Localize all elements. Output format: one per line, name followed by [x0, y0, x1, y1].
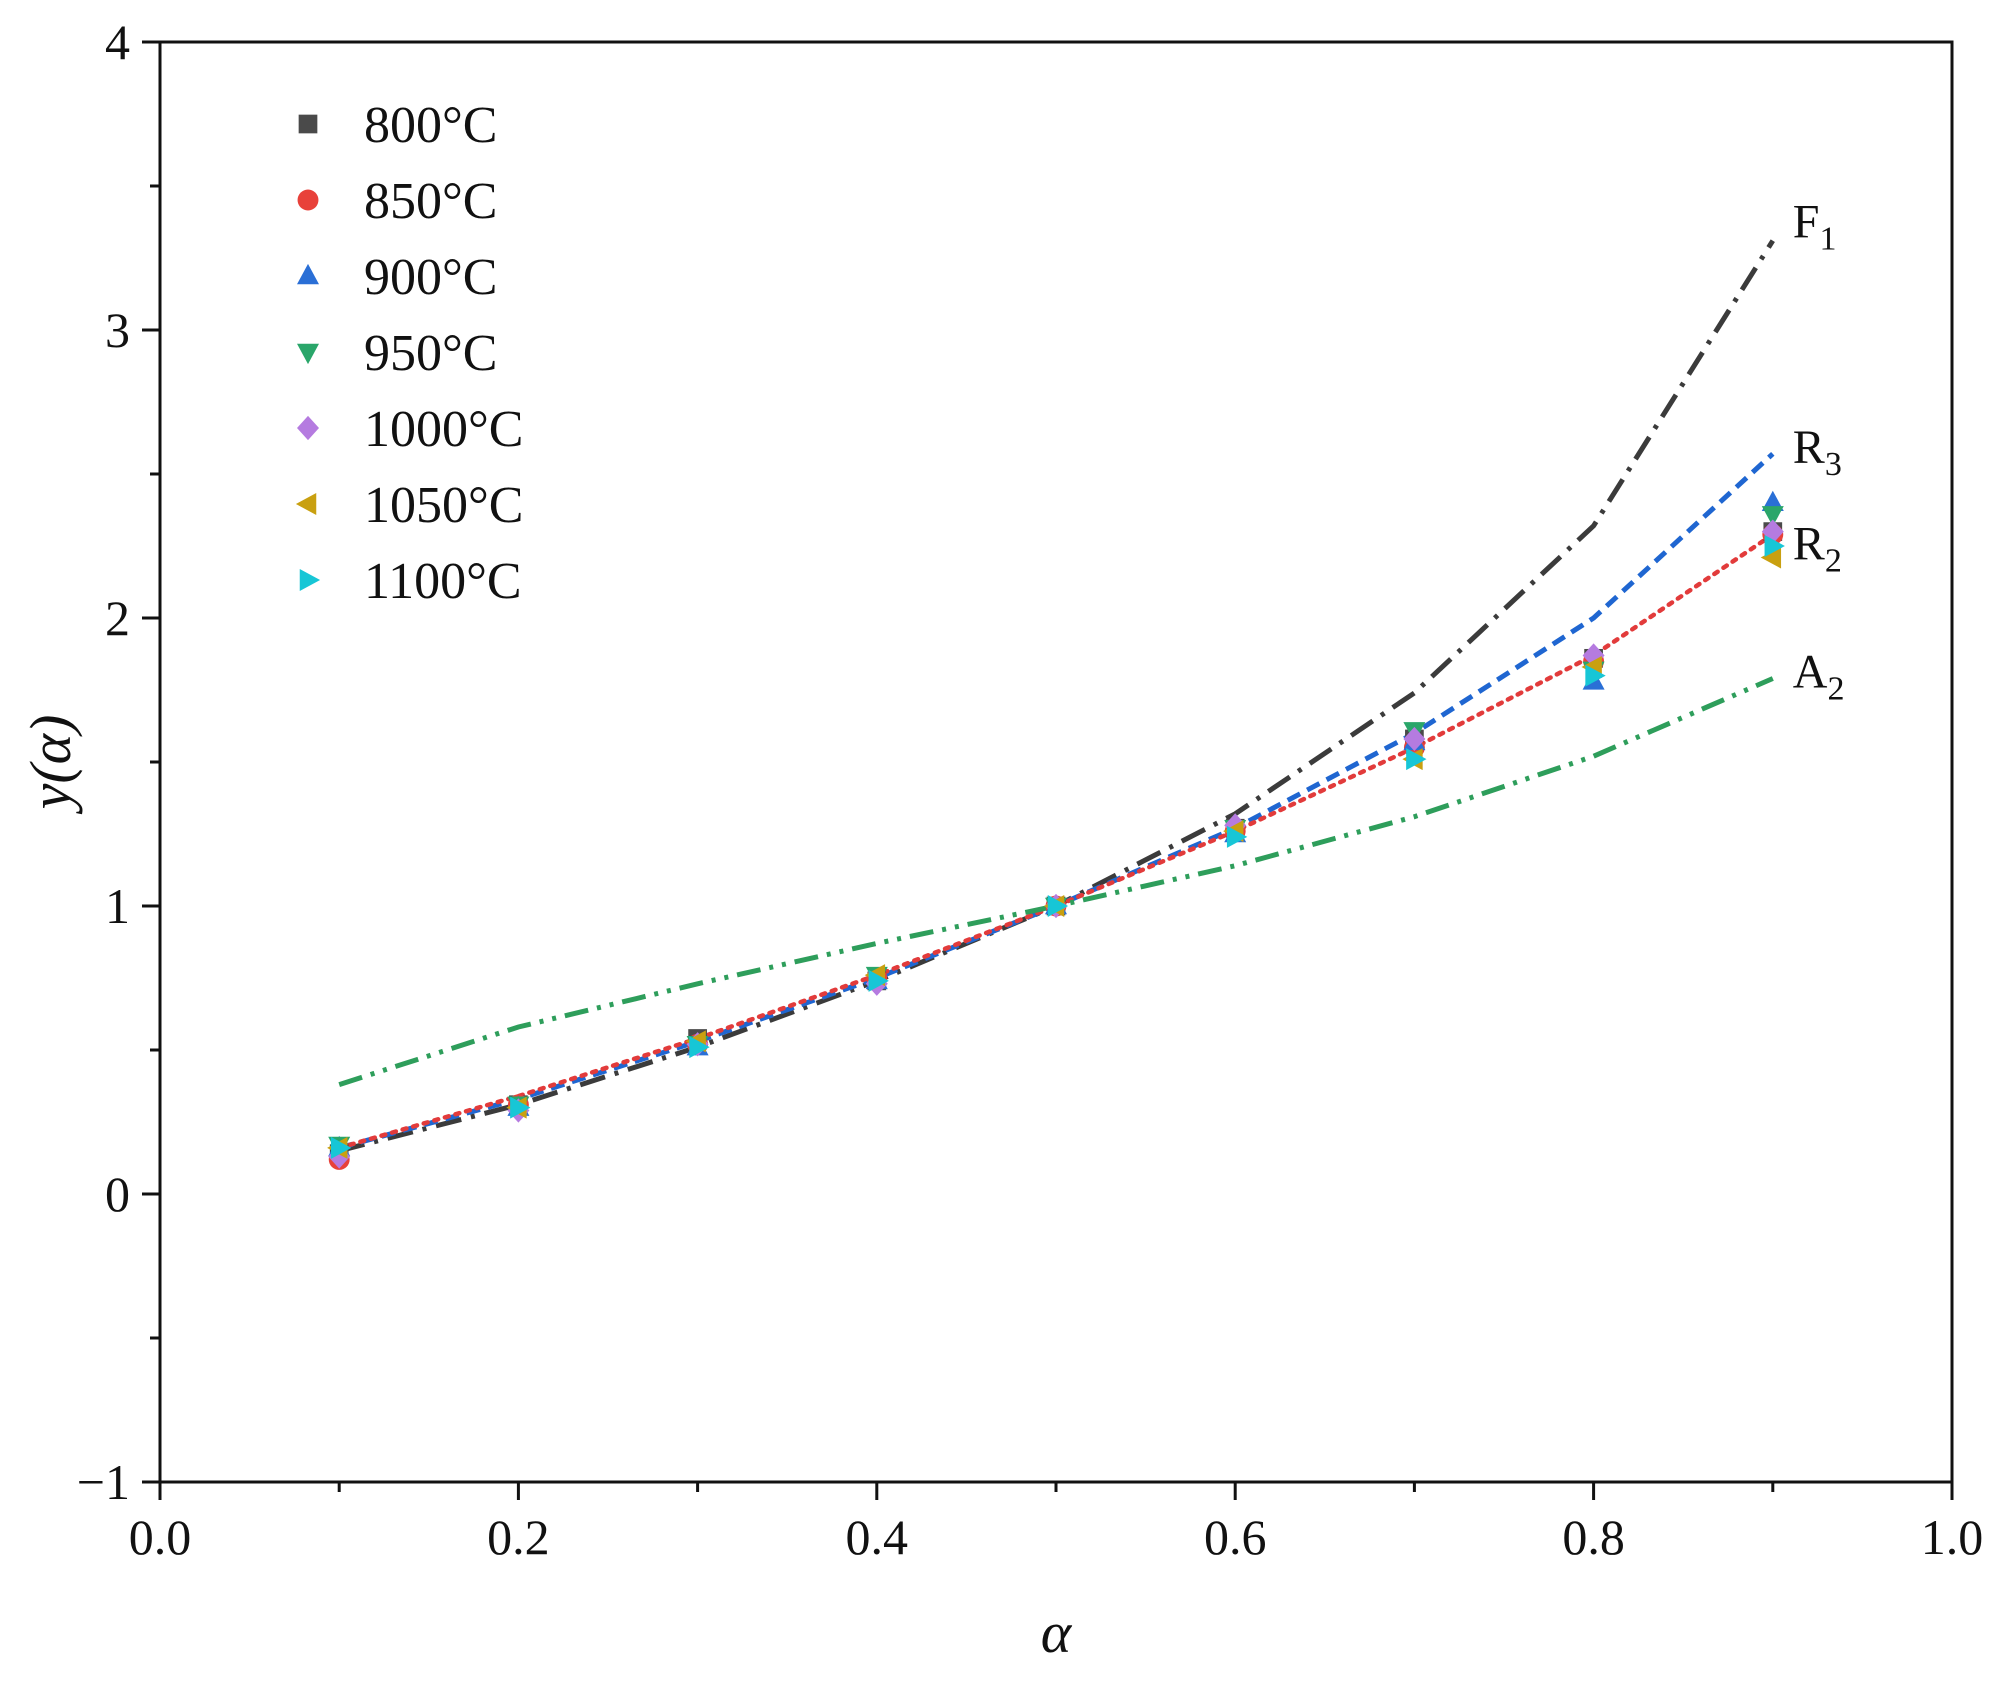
data-point: [1406, 748, 1427, 771]
y-tick-label: 3: [105, 302, 130, 358]
legend-marker-1050°C: [295, 493, 317, 515]
data-point: [1585, 664, 1606, 687]
x-tick-label: 0.6: [1204, 1509, 1267, 1565]
legend-marker-1100°C: [299, 569, 321, 591]
data-point: [1226, 825, 1248, 848]
legend: 800°C 850°C 900°C 950°C 1000°C 1050°C 1100°C: [295, 97, 523, 610]
legend-label-1000°C: 1000°C: [364, 401, 523, 458]
data-point: [1761, 490, 1784, 512]
data-point: [1047, 895, 1069, 917]
legend-marker-950°C: [297, 343, 319, 365]
legend-label-1100°C: 1100°C: [364, 553, 522, 610]
data-point: [1760, 546, 1782, 569]
curve-label-a2: A2: [1793, 645, 1845, 707]
x-tick-label: 0.2: [487, 1509, 550, 1565]
data-point: [1764, 535, 1785, 557]
legend-label-900°C: 900°C: [364, 249, 497, 306]
curve-label-r3: R3: [1793, 421, 1842, 483]
y-tick-label: 2: [105, 590, 130, 646]
legend-label-800°C: 800°C: [364, 97, 497, 154]
curve-label-r2: R2: [1793, 517, 1842, 579]
legend-label-850°C: 850°C: [364, 173, 497, 230]
data-point: [1761, 519, 1784, 544]
legend-marker-850°C: [297, 189, 319, 211]
data-point: [1403, 726, 1426, 752]
x-tick-label: 1.0: [1921, 1509, 1984, 1565]
data-point: [330, 1136, 352, 1159]
data-point: [689, 1036, 710, 1059]
y-tick-label: 4: [105, 14, 130, 70]
legend-label-950°C: 950°C: [364, 325, 497, 382]
legend-label-1050°C: 1050°C: [364, 477, 523, 534]
plot-layer: [327, 239, 1785, 1170]
data-point: [868, 969, 889, 992]
legend-marker-800°C: [298, 114, 318, 134]
axis-layer: 0.0 0.2 0.4 0.6 0.8 1.0 −1 0 1 2 3 4: [77, 14, 1983, 1565]
y-tick-label: 0: [105, 1166, 130, 1222]
legend-marker-900°C: [297, 263, 319, 285]
data-point: [510, 1096, 531, 1119]
legend-marker-1000°C: [297, 415, 319, 441]
model-curve-a2: [338, 676, 1774, 1087]
x-tick-label: 0.0: [129, 1509, 192, 1565]
y-tick-label: 1: [105, 878, 130, 934]
x-tick-label: 0.4: [846, 1509, 909, 1565]
data-point: [1761, 506, 1784, 527]
series-1100°C: [330, 535, 1785, 1159]
curve-labels: F1 R3 R2 A2: [1793, 196, 1845, 708]
y-axis-title: y(α): [18, 715, 83, 815]
x-tick-label: 0.8: [1562, 1509, 1625, 1565]
x-axis-title: α: [1041, 1600, 1073, 1665]
curve-label-f1: F1: [1793, 196, 1837, 258]
y-tick-label: −1: [77, 1454, 130, 1510]
